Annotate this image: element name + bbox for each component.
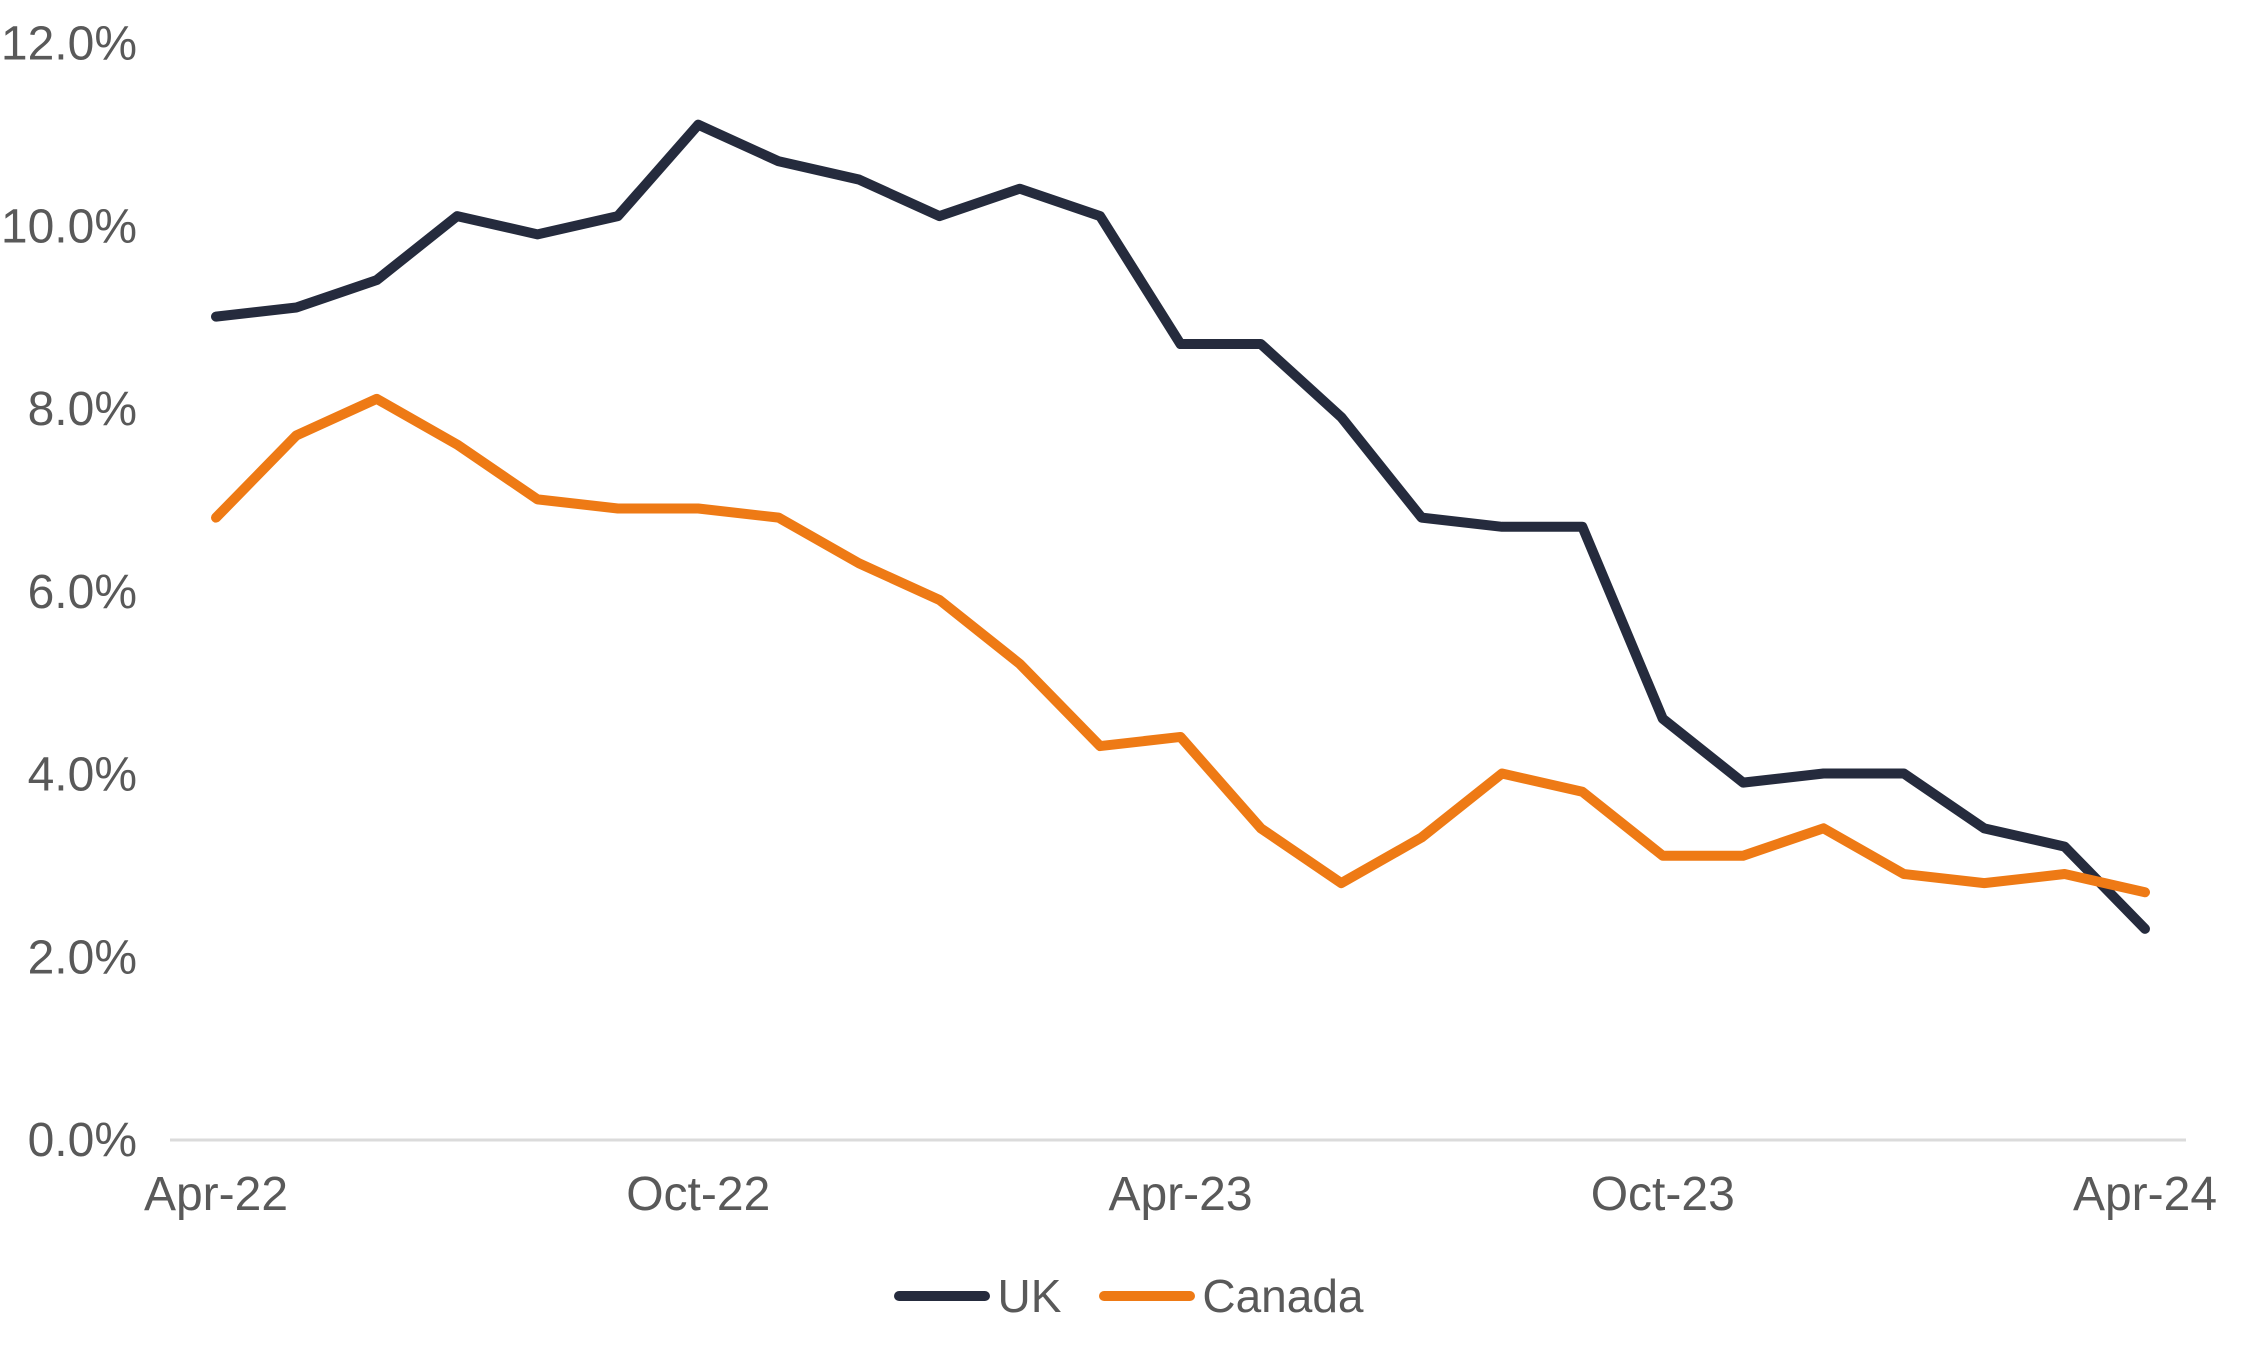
x-axis-tick-label: Apr-22 xyxy=(144,1168,288,1221)
uk-line-swatch xyxy=(894,1291,991,1301)
y-axis-tick-label: 10.0% xyxy=(1,200,137,253)
canada-legend-label: Canada xyxy=(1202,1270,1364,1322)
uk-legend-label: UK xyxy=(997,1270,1062,1322)
y-axis-tick-label: 12.0% xyxy=(1,18,137,71)
x-axis-tick-label: Apr-23 xyxy=(1108,1168,1252,1221)
x-axis-tick-label: Apr-24 xyxy=(2073,1168,2217,1221)
y-axis-tick-label: 4.0% xyxy=(28,749,137,802)
y-axis-tick-label: 2.0% xyxy=(28,931,137,984)
x-axis-tick-label: Oct-22 xyxy=(626,1168,770,1221)
series-line-canada xyxy=(211,393,2150,898)
y-axis-tick-label: 6.0% xyxy=(28,566,137,619)
y-axis-tick-label: 8.0% xyxy=(28,383,137,436)
canada-line-swatch xyxy=(1099,1291,1196,1301)
legend: UK Canada xyxy=(0,1258,2258,1334)
legend-item-canada: Canada xyxy=(1099,1270,1364,1322)
series-line-uk xyxy=(211,119,2150,934)
x-axis-tick-label: Oct-23 xyxy=(1591,1168,1735,1221)
legend-item-uk: UK xyxy=(894,1273,1061,1319)
y-axis-tick-label: 0.0% xyxy=(28,1114,137,1167)
